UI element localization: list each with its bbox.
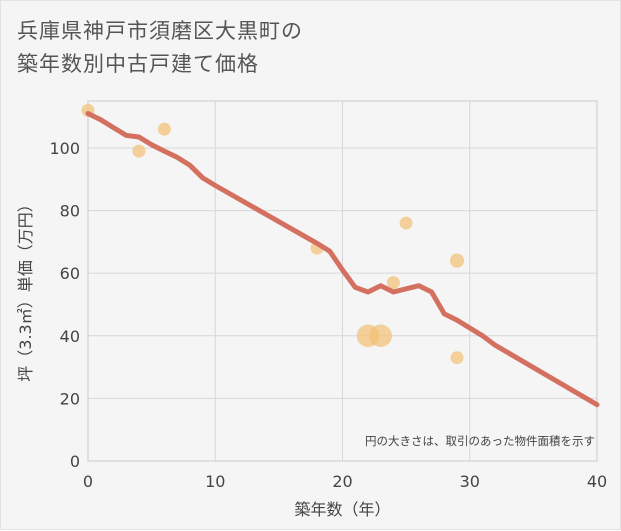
y-tick-label: 0	[70, 452, 80, 471]
y-axis-title: 坪（3.3㎡）単価（万円）	[16, 196, 35, 381]
y-tick-labels: 0 20 40 60 80 100	[49, 139, 80, 471]
data-point	[399, 216, 413, 230]
x-tick-labels: 0 10 20 30 40	[83, 472, 607, 491]
title-line-1: 兵庫県神戸市須磨区大黒町の	[17, 19, 303, 43]
x-tick-label: 30	[460, 472, 480, 491]
y-tick-label: 60	[60, 264, 80, 283]
data-point	[450, 351, 464, 365]
data-points	[81, 103, 465, 365]
x-tick-label: 0	[83, 472, 93, 491]
y-tick-label: 80	[60, 202, 80, 221]
x-tick-label: 10	[205, 472, 225, 491]
data-point	[132, 144, 146, 158]
y-tick-label: 40	[60, 327, 80, 346]
size-annotation: 円の大きさは、取引のあった物件面積を示す	[365, 434, 595, 448]
x-axis-title: 築年数（年）	[294, 500, 390, 519]
data-point	[386, 276, 400, 290]
grid	[87, 101, 598, 462]
x-tick-label: 40	[587, 472, 607, 491]
x-tick-label: 20	[332, 472, 352, 491]
data-point	[449, 253, 465, 268]
y-tick-label: 20	[60, 389, 80, 408]
title-line-2: 築年数別中古戸建て価格	[17, 52, 259, 76]
chart-title: 兵庫県神戸市須磨区大黒町の 築年数別中古戸建て価格	[17, 15, 303, 81]
data-point	[157, 122, 171, 136]
trend-line	[85, 111, 600, 408]
plot-frame	[87, 100, 598, 462]
y-tick-label: 100	[49, 139, 80, 158]
data-point	[369, 324, 392, 348]
